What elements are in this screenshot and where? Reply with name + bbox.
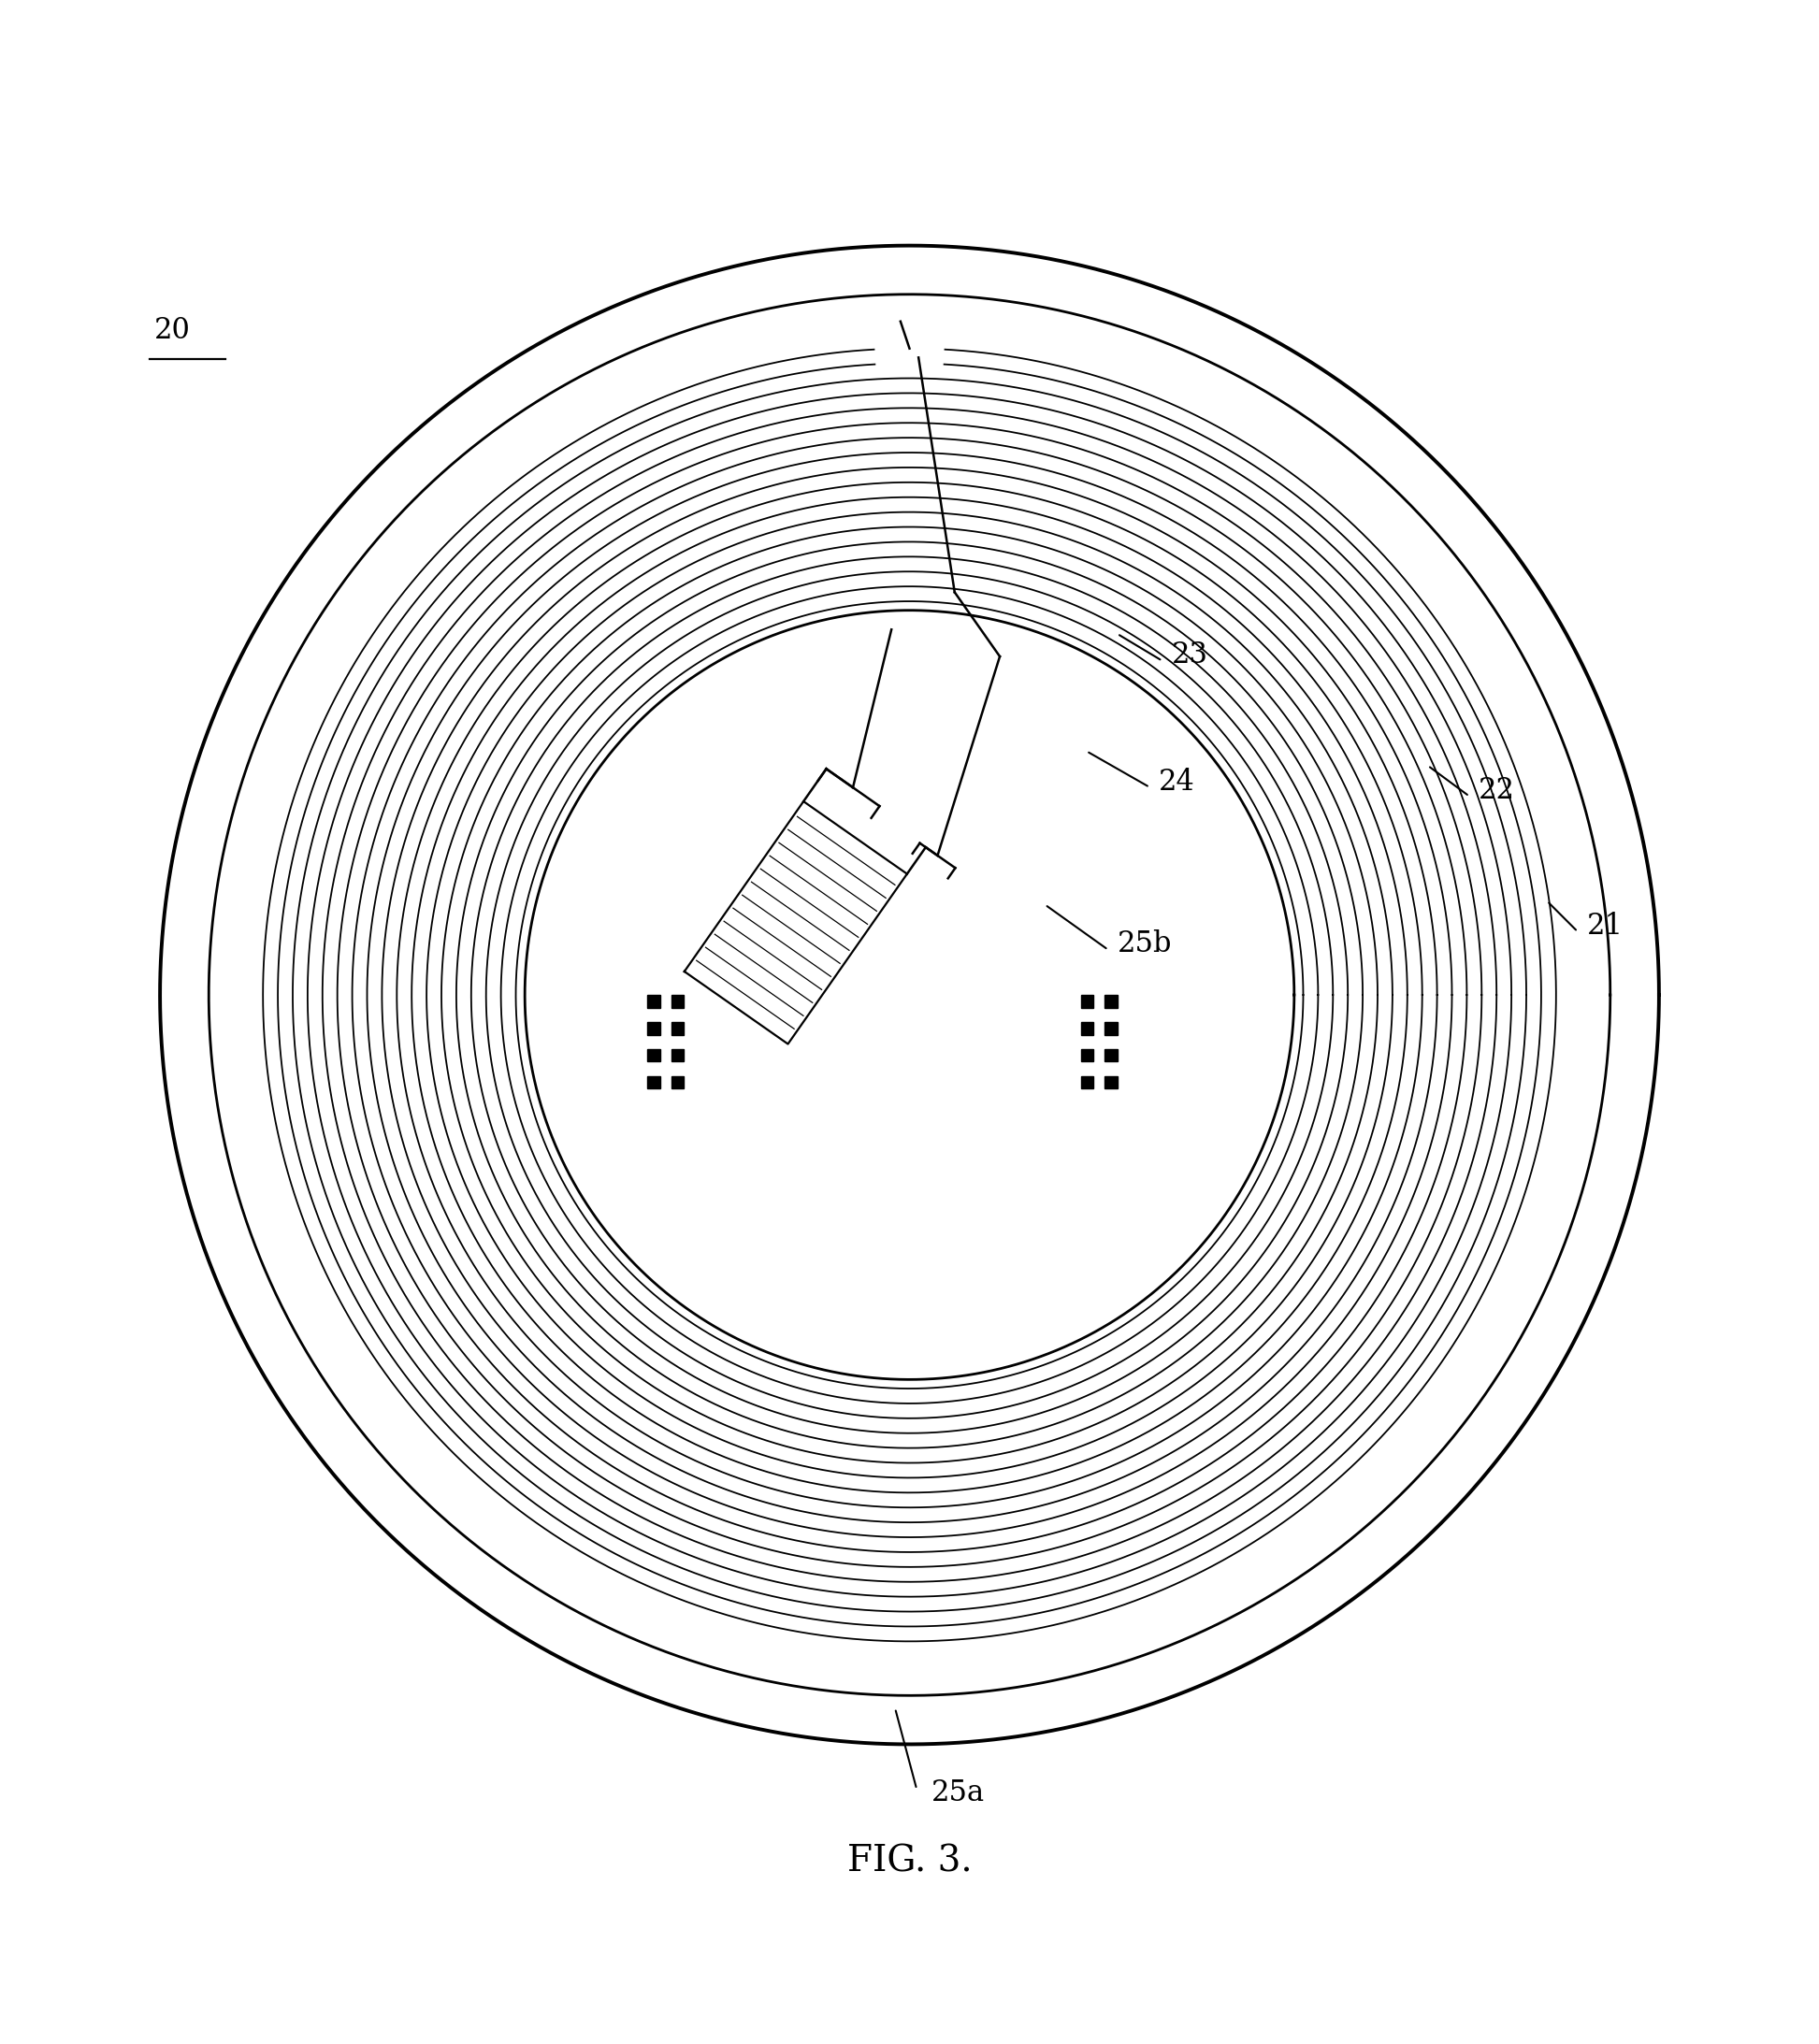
Bar (1080, 1022, 1093, 1034)
Text: 23: 23 (1171, 642, 1208, 670)
Text: 21: 21 (1586, 912, 1623, 940)
Text: FIG. 3.: FIG. 3. (848, 1844, 971, 1878)
Text: 22: 22 (1479, 777, 1515, 805)
Bar (671, 1077, 684, 1089)
Bar (1104, 1049, 1117, 1061)
Bar (648, 1077, 660, 1089)
Bar (1080, 1049, 1093, 1061)
Bar (671, 995, 684, 1008)
Bar (1080, 1077, 1093, 1089)
Bar (671, 1022, 684, 1034)
Text: 24: 24 (1159, 766, 1195, 797)
Text: 25b: 25b (1117, 930, 1171, 959)
Bar (1080, 995, 1093, 1008)
Bar (671, 1049, 684, 1061)
Text: 25a: 25a (931, 1778, 984, 1807)
Bar (1104, 1077, 1117, 1089)
Text: 20: 20 (155, 317, 191, 345)
Bar (1104, 995, 1117, 1008)
Bar (648, 1049, 660, 1061)
Bar (1104, 1022, 1117, 1034)
Bar (648, 1022, 660, 1034)
Bar (648, 995, 660, 1008)
